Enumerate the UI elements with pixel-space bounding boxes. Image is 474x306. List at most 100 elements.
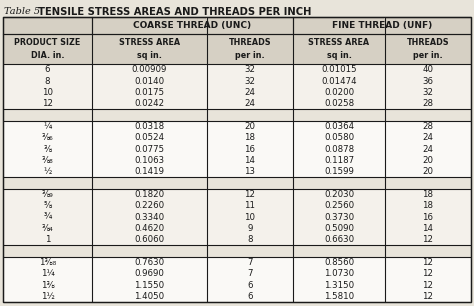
Text: 18: 18 <box>245 133 255 142</box>
Text: 12: 12 <box>422 281 434 289</box>
Text: 24: 24 <box>245 99 255 108</box>
Text: 6: 6 <box>247 281 253 289</box>
Text: 0.0140: 0.0140 <box>135 76 164 85</box>
Text: 1½: 1½ <box>41 292 55 301</box>
Text: 0.2030: 0.2030 <box>324 190 354 199</box>
Text: ⅜₄: ⅜₄ <box>42 224 54 233</box>
Text: 14: 14 <box>422 224 434 233</box>
Text: THREADS
per in.: THREADS per in. <box>407 38 449 60</box>
Text: 32: 32 <box>245 76 255 85</box>
Bar <box>207 17 208 34</box>
Text: 12: 12 <box>245 190 255 199</box>
Text: Table 5: Table 5 <box>4 7 40 16</box>
Text: 8: 8 <box>45 76 50 85</box>
Text: 1.0730: 1.0730 <box>324 269 354 278</box>
Text: 18: 18 <box>422 201 434 210</box>
Text: ½: ½ <box>43 167 52 176</box>
Bar <box>293 17 471 34</box>
Bar <box>3 64 471 109</box>
Bar <box>293 34 385 64</box>
Text: 0.0580: 0.0580 <box>324 133 354 142</box>
Text: 18: 18 <box>422 190 434 199</box>
Text: 1¼: 1¼ <box>41 269 55 278</box>
Text: 20: 20 <box>422 156 434 165</box>
Text: 0.1599: 0.1599 <box>324 167 354 176</box>
Text: 6: 6 <box>45 65 50 74</box>
Text: 0.0775: 0.0775 <box>135 144 164 154</box>
Text: PRODUCT SIZE
DIA. in.: PRODUCT SIZE DIA. in. <box>14 38 81 60</box>
Text: 0.1063: 0.1063 <box>135 156 164 165</box>
Text: 16: 16 <box>245 144 255 154</box>
Text: ⅜₆: ⅜₆ <box>42 133 53 142</box>
Text: STRESS AREA
sq in.: STRESS AREA sq in. <box>309 38 370 60</box>
Text: 1.5810: 1.5810 <box>324 292 354 301</box>
Text: 24: 24 <box>422 144 434 154</box>
Text: 1.3150: 1.3150 <box>324 281 354 289</box>
Text: 0.2260: 0.2260 <box>135 201 164 210</box>
Text: 20: 20 <box>245 122 255 131</box>
Text: 0.9690: 0.9690 <box>135 269 164 278</box>
Text: 0.01015: 0.01015 <box>321 65 357 74</box>
Text: 0.1820: 0.1820 <box>135 190 164 199</box>
Text: ⅝: ⅝ <box>43 201 52 210</box>
Bar <box>3 177 471 189</box>
Text: 0.1419: 0.1419 <box>135 167 164 176</box>
Text: 10: 10 <box>42 88 53 97</box>
Text: 12: 12 <box>422 292 434 301</box>
Text: COARSE THREAD (UNC): COARSE THREAD (UNC) <box>134 21 252 30</box>
Text: 12: 12 <box>422 235 434 244</box>
Text: 1.4050: 1.4050 <box>135 292 164 301</box>
Bar <box>384 17 385 34</box>
Text: STRESS AREA
sq in.: STRESS AREA sq in. <box>119 38 180 60</box>
Text: 40: 40 <box>422 65 434 74</box>
Text: 0.8560: 0.8560 <box>324 258 354 267</box>
Text: 12: 12 <box>42 99 53 108</box>
Bar <box>3 121 471 177</box>
Text: ⅜₉: ⅜₉ <box>42 190 54 199</box>
Text: 0.3730: 0.3730 <box>324 212 354 222</box>
Bar <box>3 189 471 245</box>
Bar <box>3 257 471 302</box>
Text: 0.01474: 0.01474 <box>321 76 357 85</box>
Text: 24: 24 <box>245 88 255 97</box>
Text: 8: 8 <box>247 235 253 244</box>
Text: 0.0175: 0.0175 <box>135 88 164 97</box>
Text: 12: 12 <box>422 258 434 267</box>
Text: 0.00909: 0.00909 <box>132 65 167 74</box>
Text: THREADS
per in.: THREADS per in. <box>228 38 271 60</box>
Bar <box>3 17 92 34</box>
Text: 1⅜: 1⅜ <box>41 281 55 289</box>
Text: 10: 10 <box>245 212 255 222</box>
Text: TENSILE STRESS AREAS AND THREADS PER INCH: TENSILE STRESS AREAS AND THREADS PER INC… <box>38 7 311 17</box>
Text: 14: 14 <box>245 156 255 165</box>
Text: 0.0524: 0.0524 <box>135 133 164 142</box>
Text: 28: 28 <box>422 122 434 131</box>
Text: ⅜: ⅜ <box>44 144 52 154</box>
Text: FINE THREAD (UNF): FINE THREAD (UNF) <box>332 21 432 30</box>
Text: 0.0364: 0.0364 <box>324 122 354 131</box>
Text: 9: 9 <box>247 224 253 233</box>
Text: 0.0318: 0.0318 <box>135 122 164 131</box>
Text: 24: 24 <box>422 133 434 142</box>
Text: 12: 12 <box>422 269 434 278</box>
Text: 1.1550: 1.1550 <box>135 281 164 289</box>
Text: 32: 32 <box>422 88 434 97</box>
Bar <box>3 245 471 257</box>
Bar <box>385 34 471 64</box>
Text: 1⅜₈: 1⅜₈ <box>39 258 56 267</box>
Text: 0.0878: 0.0878 <box>324 144 354 154</box>
Text: 36: 36 <box>422 76 434 85</box>
Bar <box>3 34 92 64</box>
Text: 0.2560: 0.2560 <box>324 201 354 210</box>
Text: 0.6630: 0.6630 <box>324 235 354 244</box>
Text: 11: 11 <box>245 201 255 210</box>
Bar <box>3 109 471 121</box>
Text: 0.1187: 0.1187 <box>324 156 354 165</box>
Bar <box>207 34 293 64</box>
Text: 20: 20 <box>422 167 434 176</box>
Text: ⅜₈: ⅜₈ <box>42 156 53 165</box>
Text: 0.3340: 0.3340 <box>135 212 164 222</box>
Text: 0.4620: 0.4620 <box>135 224 164 233</box>
Text: 0.0242: 0.0242 <box>135 99 164 108</box>
Text: 13: 13 <box>245 167 255 176</box>
